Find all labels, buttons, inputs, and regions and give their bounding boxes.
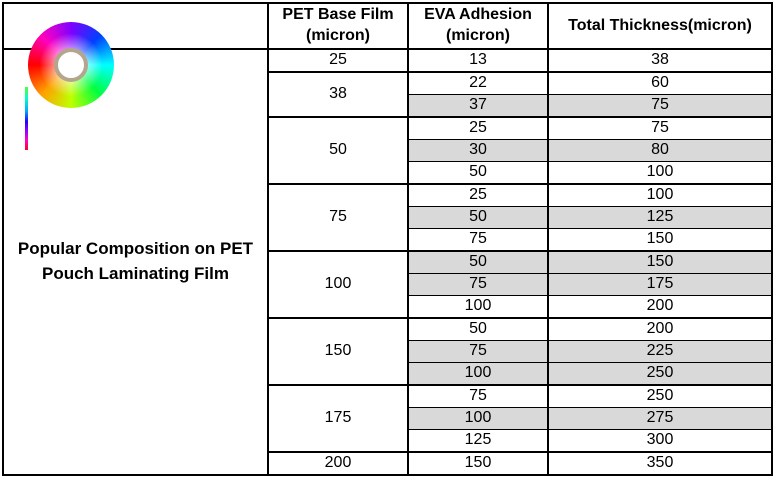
eva-cell: 25	[407, 182, 549, 207]
page-title-line2: Pouch Laminating Film	[41, 264, 229, 283]
page-title-line1: Popular Composition on PET	[17, 239, 254, 259]
total-cell: 80	[547, 138, 773, 162]
table-row: 100 250	[3, 361, 773, 386]
total-cell: 150	[547, 227, 773, 252]
total-cell: 60	[547, 70, 773, 95]
col-header-pet: PET Base Film (micron)	[267, 2, 409, 50]
eva-cell: 150	[407, 450, 549, 476]
logo-header-cell	[2, 2, 269, 50]
table-row: 50 125	[3, 205, 773, 229]
eva-cell: 37	[407, 93, 549, 118]
eva-cell: 22	[407, 70, 549, 95]
pet-cell: 150	[267, 316, 409, 386]
table-row: 30 80	[3, 138, 773, 162]
eva-cell: 75	[407, 383, 549, 408]
table-row: 100 275	[3, 406, 773, 430]
pet-cell: 75	[267, 182, 409, 252]
table-row: 100 50 150	[3, 249, 773, 319]
total-cell: 38	[547, 48, 773, 73]
eva-cell: 75	[407, 227, 549, 252]
pet-cell: 200	[267, 450, 409, 476]
total-cell: 75	[547, 93, 773, 118]
eva-cell: 25	[407, 115, 549, 140]
eva-cell: 125	[407, 428, 549, 453]
title-cell: Popular Composition on PET Pouch Laminat…	[2, 48, 269, 476]
table-row: 50 100	[3, 160, 773, 185]
col-header-pet-unit: (micron)	[306, 27, 370, 44]
total-cell: 75	[547, 115, 773, 140]
pet-cell: 100	[267, 249, 409, 319]
eva-cell: 100	[407, 294, 549, 319]
total-cell: 200	[547, 316, 773, 341]
header-row: PET Base Film (micron) EVA Adhesion (mic…	[2, 2, 773, 50]
total-cell: 125	[547, 205, 773, 229]
col-header-eva: EVA Adhesion (micron)	[407, 2, 549, 50]
table-row: 38 22 60	[3, 70, 773, 118]
table-row: Popular Composition on PET Pouch Laminat…	[2, 48, 773, 476]
total-cell: 300	[547, 428, 773, 453]
col-header-pet-label: PET Base Film	[282, 6, 394, 24]
total-cell: 250	[547, 383, 773, 408]
eva-cell: 30	[407, 138, 549, 162]
eva-cell: 13	[407, 48, 549, 73]
table-row: 200 150 350	[3, 450, 773, 476]
table-row: 175 75 250	[3, 383, 773, 453]
pet-cell: 38	[267, 70, 409, 118]
total-cell: 350	[547, 450, 773, 476]
eva-cell: 50	[407, 316, 549, 341]
pet-cell: 50	[267, 115, 409, 185]
pet-cell: 25	[267, 48, 409, 73]
pet-cell: 175	[267, 383, 409, 453]
total-cell: 250	[547, 361, 773, 386]
table-row: 75 225	[3, 339, 773, 363]
total-cell: 100	[547, 182, 773, 207]
table-row: 50 25 75	[3, 115, 773, 185]
total-cell: 150	[547, 249, 773, 274]
table-row: 75 25 100	[3, 182, 773, 252]
table-row: 100 200	[3, 294, 773, 319]
total-cell: 275	[547, 406, 773, 430]
table-row: 125 300	[3, 428, 773, 453]
total-cell: 100	[547, 160, 773, 185]
table-row: 75 175	[3, 272, 773, 296]
eva-cell: 100	[407, 361, 549, 386]
eva-cell: 50	[407, 249, 549, 274]
eva-cell: 75	[407, 272, 549, 296]
eva-cell: 50	[407, 205, 549, 229]
eva-cell: 75	[407, 339, 549, 363]
total-cell: 175	[547, 272, 773, 296]
eva-cell: 50	[407, 160, 549, 185]
table-row: 150 50 200	[3, 316, 773, 386]
col-header-eva-label: EVA Adhesion	[424, 6, 532, 24]
total-cell: 225	[547, 339, 773, 363]
col-header-total: Total Thickness(micron)	[547, 2, 773, 50]
total-cell: 200	[547, 294, 773, 319]
table-row: 75 150	[3, 227, 773, 252]
eva-cell: 100	[407, 406, 549, 430]
col-header-eva-unit: (micron)	[446, 27, 510, 44]
